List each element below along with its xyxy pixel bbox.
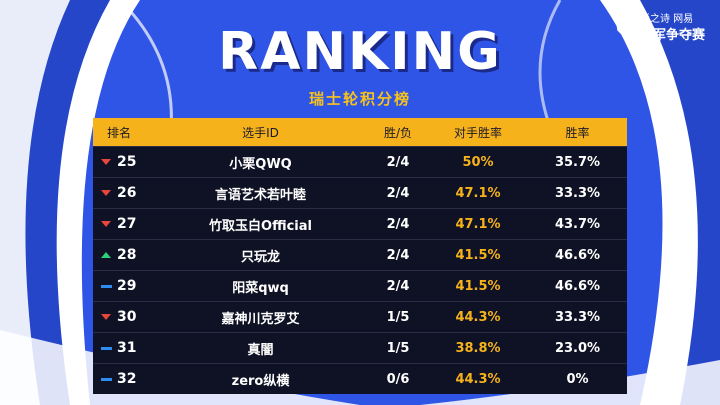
page-title: RANKING (218, 22, 502, 82)
rank-cell: 26 (93, 185, 153, 201)
header-record: 胜/负 (383, 125, 413, 140)
rank-cell: 30 (93, 309, 153, 325)
rank-number: 26 (117, 185, 137, 201)
table-row: 26 言语艺术若叶睦 2/4 47.1% 33.3% (93, 177, 627, 208)
trend-down-icon (101, 314, 111, 320)
rank-number: 29 (117, 278, 137, 294)
record: 2/4 (386, 216, 410, 232)
player-id: 只玩龙 (240, 249, 280, 265)
page-subtitle: 瑞士轮积分榜 (308, 90, 411, 108)
player-id: 言语艺术若叶睦 (214, 187, 306, 203)
record: 2/4 (386, 247, 410, 263)
rank-number: 30 (117, 309, 137, 325)
trend-down-icon (101, 221, 111, 227)
record: 1/5 (386, 309, 410, 325)
rank-cell: 27 (93, 216, 153, 232)
winrate: 33.3% (554, 309, 601, 325)
opponent-winrate: 50% (462, 154, 494, 170)
winrate: 33.3% (554, 185, 601, 201)
winrate: 23.0% (554, 340, 601, 356)
rank-number: 32 (117, 371, 137, 387)
header-rank: 排名 (107, 125, 132, 140)
header-winrate: 胜率 (565, 125, 590, 140)
record: 0/6 (386, 371, 410, 387)
table-header: 排名 选手ID 胜/负 对手胜率 胜率 (93, 118, 627, 146)
winrate: 0% (566, 371, 589, 387)
record: 2/4 (386, 278, 410, 294)
header-opp-winrate: 对手胜率 (453, 125, 502, 140)
trend-same-icon (101, 377, 112, 381)
rank-cell: 31 (93, 340, 153, 356)
player-id: 小栗QWQ (229, 156, 292, 172)
winrate: 46.6% (554, 247, 601, 263)
trend-up-icon (101, 252, 111, 258)
player-id: zero纵横 (231, 373, 290, 389)
record: 2/4 (386, 185, 410, 201)
logo-badge-text: SNG (619, 23, 632, 29)
logo-line1: 影之诗 网易 (640, 14, 694, 25)
table-row: 30 嘉神川克罗艾 1/5 44.3% 33.3% (93, 301, 627, 332)
opponent-winrate: 47.1% (455, 185, 501, 201)
logo-line2: 冠军争夺赛 (640, 28, 706, 43)
header-player: 选手ID (242, 125, 279, 140)
opponent-winrate: 44.3% (455, 371, 501, 387)
trend-same-icon (101, 284, 112, 288)
player-id: 嘉神川克罗艾 (221, 311, 300, 327)
ranking-table: 排名 选手ID 胜/负 对手胜率 胜率 25 小栗QWQ 2/4 50% 35.7% 26… (93, 118, 627, 394)
opponent-winrate: 47.1% (455, 216, 501, 232)
winrate: 46.6% (554, 278, 601, 294)
winrate: 35.7% (554, 154, 601, 170)
opponent-winrate: 41.5% (455, 247, 501, 263)
table-row: 31 真闇 1/5 38.8% 23.0% (93, 332, 627, 363)
rank-cell: 32 (93, 371, 153, 387)
rank-number: 27 (117, 216, 137, 232)
rank-cell: 25 (93, 154, 153, 170)
rank-number: 31 (117, 340, 137, 356)
rank-number: 25 (117, 154, 137, 170)
table-row: 25 小栗QWQ 2/4 50% 35.7% (93, 146, 627, 177)
trend-same-icon (101, 346, 112, 350)
table-row: 27 竹取玉白Official 2/4 47.1% 43.7% (93, 208, 627, 239)
trend-down-icon (101, 190, 111, 196)
rank-number: 28 (117, 247, 137, 263)
rank-cell: 28 (93, 247, 153, 263)
player-id: 真闇 (247, 342, 274, 358)
table-row: 29 阳菜qwq 2/4 41.5% 46.6% (93, 270, 627, 301)
trend-down-icon (101, 159, 111, 165)
player-id: 竹取玉白Official (209, 218, 312, 234)
table-row: 28 只玩龙 2/4 41.5% 46.6% (93, 239, 627, 270)
winrate: 43.7% (554, 216, 601, 232)
record: 1/5 (386, 340, 410, 356)
tournament-logo: SNG 影之诗 网易 冠军争夺赛 (616, 8, 706, 43)
opponent-winrate: 41.5% (455, 278, 501, 294)
opponent-winrate: 44.3% (455, 309, 501, 325)
player-id: 阳菜qwq (232, 280, 289, 296)
opponent-winrate: 38.8% (455, 340, 501, 356)
table-row: 32 zero纵横 0/6 44.3% 0% (93, 363, 627, 394)
record: 2/4 (386, 154, 410, 170)
rank-cell: 29 (93, 278, 153, 294)
shield-icon: SNG (616, 10, 636, 38)
